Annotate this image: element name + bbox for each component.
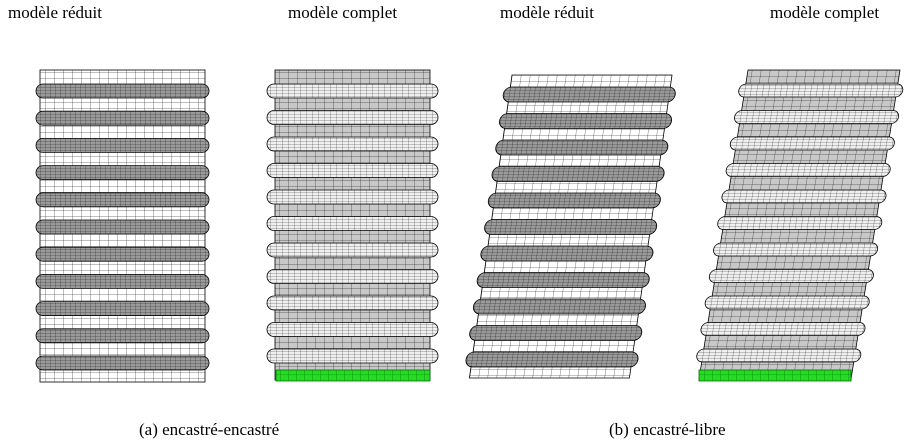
- caption-clamped-free: (b) encastré-libre: [609, 420, 726, 439]
- corrugation-rib: [266, 163, 439, 178]
- label-reduced-model-a: modèle réduit: [8, 3, 102, 22]
- label-complete-model-b: modèle complet: [770, 3, 880, 22]
- corrugation-rib: [35, 328, 210, 344]
- corrugation-rib: [717, 216, 883, 230]
- corrugation-rib: [721, 189, 887, 204]
- corrugation-rib: [696, 348, 862, 363]
- corrugation-rib: [700, 322, 866, 336]
- corrugation-rib: [713, 242, 879, 257]
- corrugation-rib: [35, 246, 210, 262]
- corrugation-rib: [708, 269, 874, 283]
- corrugation-rib: [35, 110, 210, 126]
- corrugation-rib: [499, 113, 673, 129]
- corrugation-rib: [266, 269, 439, 284]
- corrugation-rib: [729, 136, 895, 151]
- corrugation-rib: [480, 245, 654, 262]
- corrugation-rib: [35, 165, 210, 181]
- mesh-reduced-clamped-clamped: [35, 69, 210, 383]
- corrugation-rib: [266, 322, 439, 337]
- corrugation-rib: [704, 295, 870, 310]
- clamped-base-a: [275, 369, 431, 382]
- mesh-complete-clamped-free: [696, 69, 904, 382]
- mesh-complete-clamped-clamped: [266, 69, 439, 382]
- corrugation-rib: [738, 83, 904, 98]
- corrugation-rib: [266, 242, 439, 258]
- corrugation-rib: [266, 110, 439, 125]
- corrugation-rib: [35, 219, 210, 235]
- corrugation-rib: [495, 139, 669, 156]
- corrugation-rib: [35, 273, 210, 289]
- corrugation-rib: [35, 301, 210, 317]
- caption-clamped-clamped: (a) encastré-encastré: [139, 420, 280, 439]
- corrugation-rib: [266, 83, 439, 99]
- label-reduced-model-b: modèle réduit: [500, 3, 594, 22]
- corrugation-rib: [725, 163, 891, 177]
- label-complete-model-a: modèle complet: [288, 3, 398, 22]
- corrugation-rib: [469, 325, 643, 341]
- corrugation-rib: [266, 216, 439, 231]
- corrugation-rib: [35, 83, 210, 99]
- corrugation-rib: [266, 136, 439, 152]
- clamped-base-b: [698, 369, 852, 382]
- corrugation-rib: [734, 110, 900, 124]
- corrugation-rib: [35, 192, 210, 208]
- corrugation-rib: [472, 298, 646, 315]
- corrugation-rib: [266, 348, 439, 364]
- corrugation-rib: [491, 166, 665, 182]
- corrugation-rib: [476, 272, 650, 288]
- corrugation-rib: [484, 219, 658, 235]
- corrugation-rib: [266, 295, 439, 311]
- mesh-reduced-clamped-free: [465, 74, 676, 379]
- corrugation-rib: [502, 86, 676, 103]
- corrugation-rib: [35, 355, 210, 371]
- corrugation-rib: [465, 351, 639, 368]
- corrugation-rib: [35, 137, 210, 153]
- corrugation-rib: [487, 192, 661, 209]
- corrugation-rib: [266, 189, 439, 205]
